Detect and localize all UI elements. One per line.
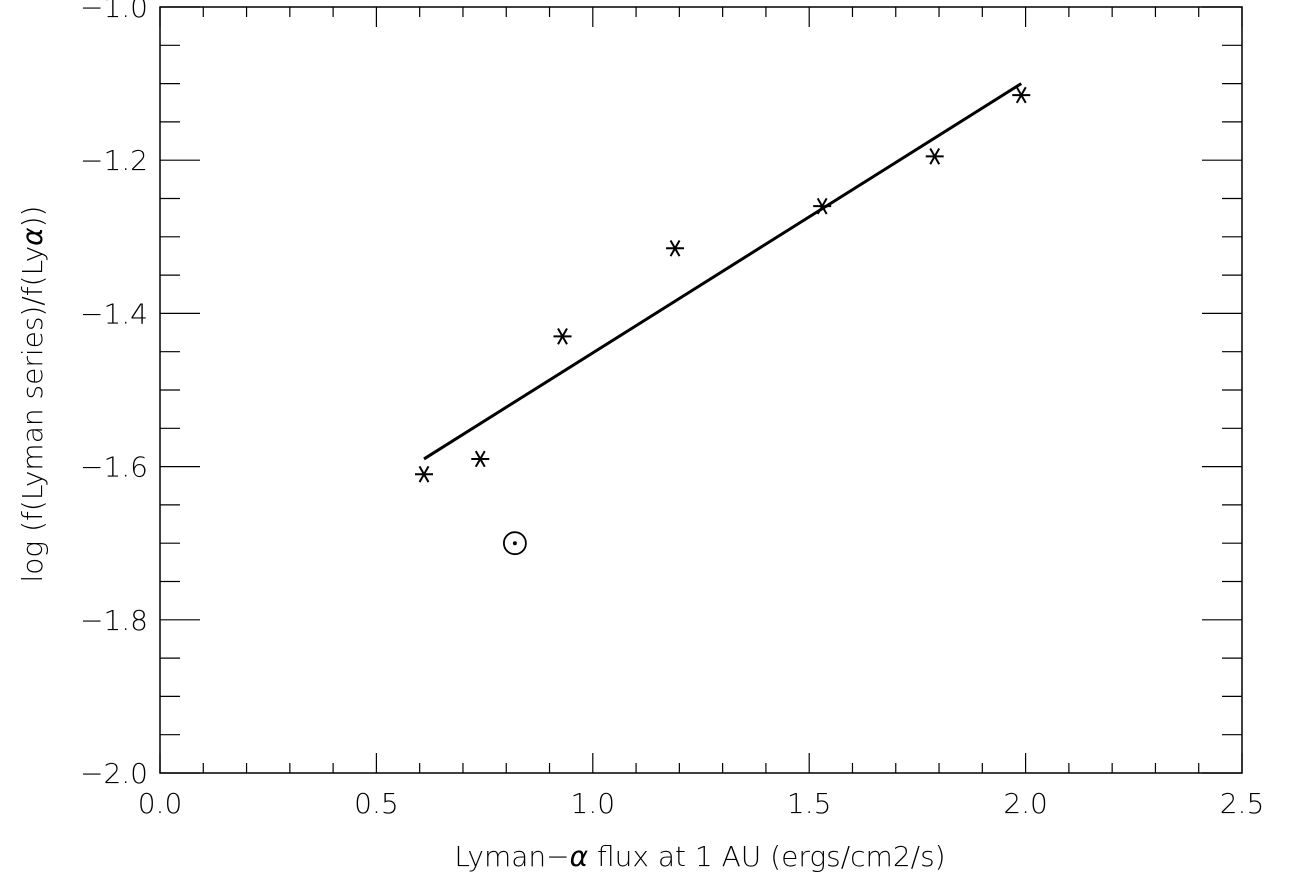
- y-tick-label: −1.0: [80, 0, 148, 24]
- y-axis-title: log (f(Lyman series)/f(Lyα)): [16, 206, 49, 583]
- plot-frame: [159, 6, 1243, 774]
- x-tick-label: 1.0: [571, 787, 616, 820]
- data-point-asterisk: [1012, 86, 1031, 104]
- x-tick-label: 2.0: [1003, 787, 1048, 820]
- y-tick-label: −1.2: [80, 144, 148, 177]
- x-tick-label: 1.5: [787, 787, 832, 820]
- asterisk-stroke: [929, 148, 941, 165]
- sun-symbol-ring: [502, 531, 527, 556]
- x-axis-title: Lyman−α flux at 1 AU (ergs/cm2/s): [454, 840, 945, 873]
- y-tick-label: −1.4: [80, 297, 148, 330]
- asterisk-stroke: [1015, 86, 1027, 104]
- y-tick-label: −1.8: [80, 604, 148, 637]
- asterisk-stroke: [669, 239, 681, 257]
- x-tick-label: 0.0: [138, 787, 183, 820]
- sun-symbol-dot: [512, 541, 517, 546]
- data-point-asterisk: [813, 197, 832, 215]
- x-tick-label: 2.5: [1220, 787, 1265, 820]
- asterisk-stroke: [474, 450, 486, 468]
- data-point-sun-symbol: [502, 531, 527, 556]
- fit-line: [423, 82, 1023, 461]
- x-tick-label: 0.5: [354, 787, 399, 820]
- y-tick-label: −1.6: [80, 451, 148, 484]
- data-point-asterisk: [553, 328, 572, 345]
- asterisk-stroke: [418, 465, 430, 483]
- asterisk-stroke: [557, 328, 568, 345]
- data-point-asterisk: [925, 148, 944, 165]
- y-tick-label: −2.0: [80, 757, 148, 790]
- data-point-asterisk: [666, 239, 685, 257]
- asterisk-stroke: [816, 197, 828, 215]
- data-point-asterisk: [471, 450, 490, 468]
- data-point-asterisk: [415, 465, 434, 483]
